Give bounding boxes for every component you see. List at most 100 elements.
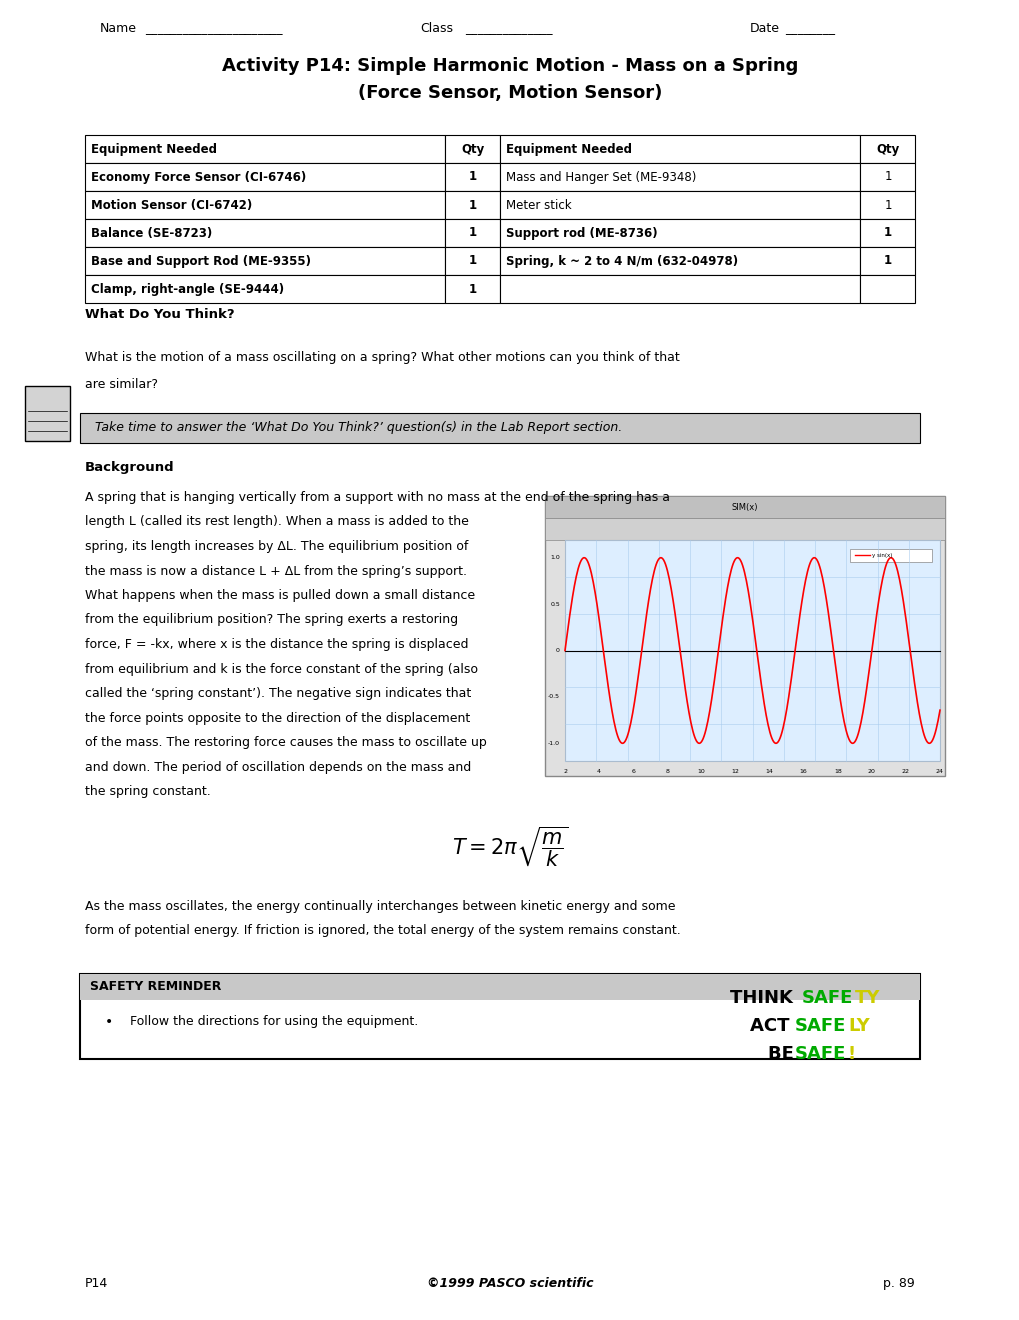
Text: Follow the directions for using the equipment.: Follow the directions for using the equi… [129,1015,418,1028]
Text: (Force Sensor, Motion Sensor): (Force Sensor, Motion Sensor) [358,84,661,102]
FancyBboxPatch shape [544,496,944,776]
Text: 14: 14 [765,770,772,774]
Text: 1: 1 [883,255,892,268]
Text: Support rod (ME-8736): Support rod (ME-8736) [505,227,657,239]
Text: 0: 0 [555,648,559,653]
FancyBboxPatch shape [859,191,914,219]
FancyBboxPatch shape [79,413,919,444]
Text: Class: Class [420,22,452,36]
Text: are similar?: are similar? [85,378,158,391]
FancyBboxPatch shape [565,540,940,762]
FancyBboxPatch shape [85,275,444,304]
Text: SIM(x): SIM(x) [731,503,757,512]
Text: As the mass oscillates, the energy continually interchanges between kinetic ener: As the mass oscillates, the energy conti… [85,899,675,912]
Text: of the mass. The restoring force causes the mass to oscillate up: of the mass. The restoring force causes … [85,737,486,748]
Text: from equilibrium and k is the force constant of the spring (also: from equilibrium and k is the force cons… [85,663,478,676]
Text: Take time to answer the ‘What Do You Think?’ question(s) in the Lab Report secti: Take time to answer the ‘What Do You Thi… [95,421,622,434]
Text: 18: 18 [834,770,841,774]
Text: SAFETY REMINDER: SAFETY REMINDER [90,979,221,993]
Text: 4: 4 [596,770,600,774]
Text: the mass is now a distance L + ΔL from the spring’s support.: the mass is now a distance L + ΔL from t… [85,565,467,578]
Text: P14: P14 [85,1276,108,1290]
Text: 1: 1 [883,170,891,183]
Text: SAFE: SAFE [794,1044,846,1063]
Text: Date: Date [749,22,780,36]
Text: Equipment Needed: Equipment Needed [91,143,217,156]
Text: 22: 22 [901,770,909,774]
Text: called the ‘spring constant’). The negative sign indicates that: called the ‘spring constant’). The negat… [85,686,471,700]
FancyBboxPatch shape [79,974,919,999]
Text: and down. The period of oscillation depends on the mass and: and down. The period of oscillation depe… [85,760,471,774]
Text: ______________: ______________ [465,22,552,36]
Text: TY: TY [854,989,879,1007]
FancyBboxPatch shape [544,496,944,517]
Text: !: ! [847,1044,855,1063]
FancyBboxPatch shape [444,162,499,191]
Text: ________: ________ [785,22,835,36]
Text: -1.0: -1.0 [547,741,559,746]
FancyBboxPatch shape [849,549,931,562]
Text: 24: 24 [935,770,943,774]
FancyBboxPatch shape [79,974,919,1059]
Text: the force points opposite to the direction of the displacement: the force points opposite to the directi… [85,711,470,725]
Text: What happens when the mass is pulled down a small distance: What happens when the mass is pulled dow… [85,589,475,602]
Text: 1: 1 [883,227,892,239]
Text: 20: 20 [867,770,875,774]
FancyBboxPatch shape [499,135,859,162]
FancyBboxPatch shape [499,219,859,247]
Text: 1: 1 [469,198,477,211]
FancyBboxPatch shape [444,219,499,247]
Text: Balance (SE-8723): Balance (SE-8723) [91,227,212,239]
FancyBboxPatch shape [85,191,444,219]
Text: 1.0: 1.0 [549,556,559,560]
Text: form of potential energy. If friction is ignored, the total energy of the system: form of potential energy. If friction is… [85,924,680,937]
Text: ______________________: ______________________ [145,22,282,36]
Text: spring, its length increases by ΔL. The equilibrium position of: spring, its length increases by ΔL. The … [85,540,468,553]
Text: What Do You Think?: What Do You Think? [85,308,234,321]
Text: the spring constant.: the spring constant. [85,785,211,799]
FancyBboxPatch shape [499,162,859,191]
Text: •: • [105,1015,113,1028]
Text: ACT: ACT [749,1016,795,1035]
Text: Spring, k ~ 2 to 4 N/m (632-04978): Spring, k ~ 2 to 4 N/m (632-04978) [505,255,738,268]
Text: -0.5: -0.5 [547,694,559,700]
Text: 0.5: 0.5 [549,602,559,607]
FancyBboxPatch shape [85,219,444,247]
Text: Mass and Hanger Set (ME-9348): Mass and Hanger Set (ME-9348) [505,170,696,183]
Text: THINK: THINK [730,989,798,1007]
Text: 1: 1 [469,282,477,296]
FancyBboxPatch shape [859,135,914,162]
Text: length L (called its rest length). When a mass is added to the: length L (called its rest length). When … [85,516,469,528]
Text: Meter stick: Meter stick [505,198,571,211]
Text: force, F = -kx, where x is the distance the spring is displaced: force, F = -kx, where x is the distance … [85,638,468,651]
Text: Economy Force Sensor (CI-6746): Economy Force Sensor (CI-6746) [91,170,306,183]
Text: SAFE: SAFE [801,989,853,1007]
FancyBboxPatch shape [85,247,444,275]
Text: 1: 1 [469,170,477,183]
Text: BE: BE [767,1044,799,1063]
FancyBboxPatch shape [859,219,914,247]
Text: 1: 1 [469,227,477,239]
Text: ©1999 PASCO scientific: ©1999 PASCO scientific [426,1276,593,1290]
Text: Activity P14: Simple Harmonic Motion - Mass on a Spring: Activity P14: Simple Harmonic Motion - M… [221,57,798,75]
Text: 10: 10 [697,770,704,774]
Text: Qty: Qty [461,143,484,156]
Text: LY: LY [847,1016,869,1035]
FancyBboxPatch shape [444,275,499,304]
Text: Qty: Qty [875,143,899,156]
FancyBboxPatch shape [859,247,914,275]
FancyBboxPatch shape [499,247,859,275]
FancyBboxPatch shape [444,247,499,275]
Text: 1: 1 [883,198,891,211]
Text: Equipment Needed: Equipment Needed [505,143,632,156]
Text: What is the motion of a mass oscillating on a spring? What other motions can you: What is the motion of a mass oscillating… [85,351,679,364]
FancyBboxPatch shape [499,275,859,304]
Text: 6: 6 [631,770,635,774]
Text: y sin(x): y sin(x) [871,553,892,557]
Text: from the equilibrium position? The spring exerts a restoring: from the equilibrium position? The sprin… [85,614,458,627]
FancyBboxPatch shape [25,385,70,441]
Text: p. 89: p. 89 [882,1276,914,1290]
Text: Clamp, right-angle (SE-9444): Clamp, right-angle (SE-9444) [91,282,284,296]
Text: $T = 2\pi\sqrt{\dfrac{m}{k}}$: $T = 2\pi\sqrt{\dfrac{m}{k}}$ [451,825,568,869]
Text: Name: Name [100,22,137,36]
